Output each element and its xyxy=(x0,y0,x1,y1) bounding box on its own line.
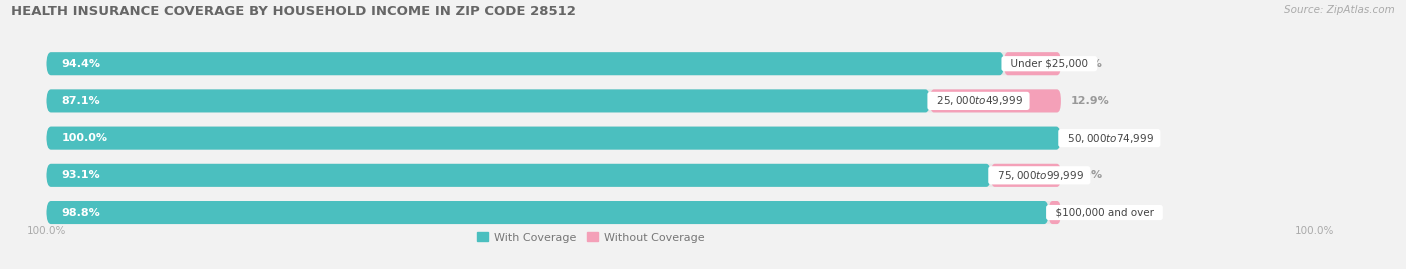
Text: 0.0%: 0.0% xyxy=(1092,133,1123,143)
Text: 100.0%: 100.0% xyxy=(27,226,66,236)
FancyBboxPatch shape xyxy=(46,201,1049,224)
FancyBboxPatch shape xyxy=(46,89,929,112)
Text: 12.9%: 12.9% xyxy=(1071,96,1109,106)
FancyBboxPatch shape xyxy=(46,201,1062,224)
Legend: With Coverage, Without Coverage: With Coverage, Without Coverage xyxy=(472,228,709,247)
Text: 5.6%: 5.6% xyxy=(1071,59,1102,69)
Text: Under $25,000: Under $25,000 xyxy=(1004,59,1094,69)
FancyBboxPatch shape xyxy=(46,164,1062,187)
Text: Source: ZipAtlas.com: Source: ZipAtlas.com xyxy=(1284,5,1395,15)
FancyBboxPatch shape xyxy=(929,89,1062,112)
Text: $100,000 and over: $100,000 and over xyxy=(1049,208,1160,218)
Text: 100.0%: 100.0% xyxy=(62,133,108,143)
Text: 1.2%: 1.2% xyxy=(1071,208,1102,218)
FancyBboxPatch shape xyxy=(46,89,1062,112)
FancyBboxPatch shape xyxy=(46,164,991,187)
FancyBboxPatch shape xyxy=(46,127,1062,150)
Text: $25,000 to $49,999: $25,000 to $49,999 xyxy=(929,94,1026,107)
FancyBboxPatch shape xyxy=(991,164,1062,187)
FancyBboxPatch shape xyxy=(46,52,1004,75)
FancyBboxPatch shape xyxy=(46,52,1062,75)
FancyBboxPatch shape xyxy=(1004,52,1062,75)
Text: 98.8%: 98.8% xyxy=(62,208,100,218)
Text: 100.0%: 100.0% xyxy=(1295,226,1334,236)
Text: 93.1%: 93.1% xyxy=(62,170,100,180)
Text: HEALTH INSURANCE COVERAGE BY HOUSEHOLD INCOME IN ZIP CODE 28512: HEALTH INSURANCE COVERAGE BY HOUSEHOLD I… xyxy=(11,5,576,18)
FancyBboxPatch shape xyxy=(1049,201,1062,224)
FancyBboxPatch shape xyxy=(46,127,1062,150)
Text: 87.1%: 87.1% xyxy=(62,96,100,106)
Text: 6.9%: 6.9% xyxy=(1071,170,1102,180)
Text: $75,000 to $99,999: $75,000 to $99,999 xyxy=(991,169,1088,182)
Text: 94.4%: 94.4% xyxy=(62,59,101,69)
Text: $50,000 to $74,999: $50,000 to $74,999 xyxy=(1062,132,1157,145)
